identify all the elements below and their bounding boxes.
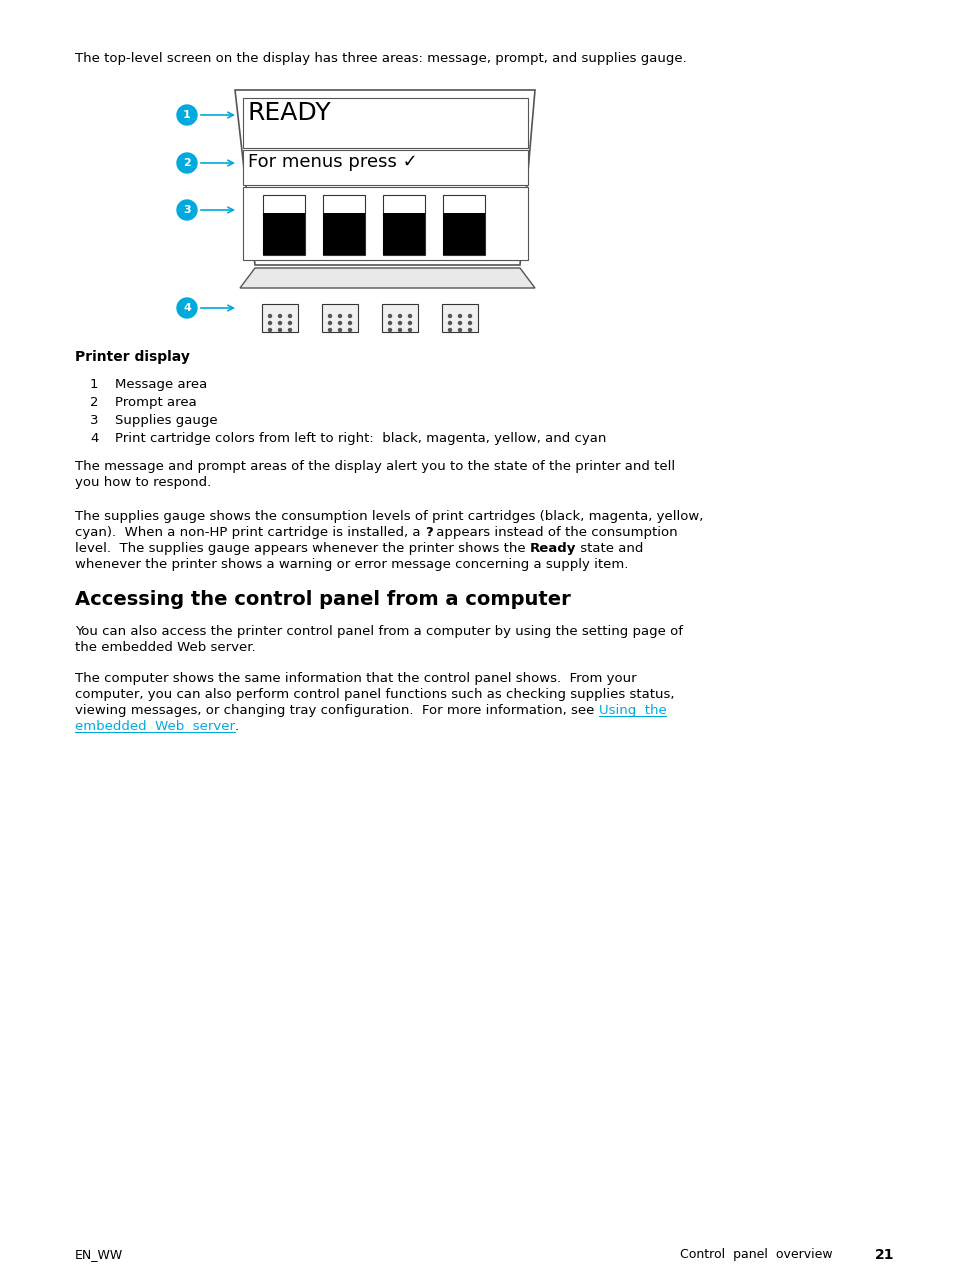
Circle shape (388, 328, 391, 332)
Circle shape (468, 322, 471, 324)
Circle shape (288, 322, 292, 324)
Text: Print cartridge colors from left to right:  black, magenta, yellow, and cyan: Print cartridge colors from left to righ… (115, 432, 606, 445)
Text: 1: 1 (183, 109, 191, 120)
Circle shape (448, 328, 451, 332)
Bar (442, 195, 484, 254)
Circle shape (458, 322, 461, 324)
Circle shape (348, 314, 351, 318)
Bar (322, 304, 357, 332)
Circle shape (458, 314, 461, 318)
Circle shape (388, 314, 391, 318)
Text: 1: 1 (90, 378, 98, 391)
Bar (441, 304, 477, 332)
Circle shape (408, 314, 411, 318)
Bar (262, 304, 297, 332)
Text: cyan).  When a non-HP print cartridge is installed, a: cyan). When a non-HP print cartridge is … (75, 527, 424, 539)
Circle shape (268, 314, 272, 318)
Text: Prompt area: Prompt area (115, 396, 196, 410)
Circle shape (278, 328, 281, 332)
Text: appears instead of the consumption: appears instead of the consumption (432, 527, 678, 539)
Text: ?: ? (424, 527, 432, 539)
Bar (382, 195, 424, 254)
Circle shape (288, 328, 292, 332)
Circle shape (448, 322, 451, 324)
Text: 3: 3 (90, 413, 98, 427)
Text: Control  panel  overview: Control panel overview (679, 1248, 832, 1261)
Circle shape (398, 328, 401, 332)
Text: viewing messages, or changing tray configuration.  For more information, see: viewing messages, or changing tray confi… (75, 703, 598, 717)
Circle shape (448, 314, 451, 318)
Text: embedded  Web  server: embedded Web server (75, 720, 234, 733)
Circle shape (408, 328, 411, 332)
Text: 4: 4 (90, 432, 98, 445)
Text: state and: state and (576, 542, 643, 555)
Text: level.  The supplies gauge appears whenever the printer shows the: level. The supplies gauge appears whenev… (75, 542, 529, 555)
Text: The message and prompt areas of the display alert you to the state of the printe: The message and prompt areas of the disp… (75, 460, 675, 473)
Circle shape (398, 314, 401, 318)
Text: You can also access the printer control panel from a computer by using the setti: You can also access the printer control … (75, 625, 682, 639)
Polygon shape (243, 98, 527, 148)
Text: whenever the printer shows a warning or error message concerning a supply item.: whenever the printer shows a warning or … (75, 558, 628, 571)
Text: you how to respond.: you how to respond. (75, 476, 211, 488)
Circle shape (177, 200, 196, 220)
Bar (323, 212, 365, 254)
Text: Using  the: Using the (598, 703, 666, 717)
Text: .: . (234, 720, 239, 733)
Text: The top-level screen on the display has three areas: message, prompt, and suppli: The top-level screen on the display has … (75, 52, 686, 65)
Text: 2: 2 (90, 396, 98, 410)
Circle shape (398, 322, 401, 324)
Circle shape (408, 322, 411, 324)
Circle shape (468, 328, 471, 332)
Circle shape (458, 328, 461, 332)
Text: Accessing the control panel from a computer: Accessing the control panel from a compu… (75, 590, 570, 609)
Text: Printer display: Printer display (75, 350, 190, 364)
Text: 2: 2 (183, 158, 191, 168)
Circle shape (338, 322, 341, 324)
Text: 21: 21 (874, 1248, 894, 1262)
Circle shape (348, 328, 351, 332)
Bar (381, 304, 417, 332)
Text: Supplies gauge: Supplies gauge (115, 413, 217, 427)
Text: 4: 4 (183, 303, 191, 313)
Bar (323, 195, 365, 254)
Polygon shape (240, 268, 535, 287)
Polygon shape (243, 150, 527, 184)
Text: EN_WW: EN_WW (75, 1248, 123, 1261)
Circle shape (177, 153, 196, 173)
Circle shape (177, 298, 196, 318)
Bar (382, 212, 424, 254)
Text: The computer shows the same information that the control panel shows.  From your: The computer shows the same information … (75, 672, 636, 686)
Circle shape (338, 314, 341, 318)
Text: 3: 3 (183, 205, 191, 215)
Text: Message area: Message area (115, 378, 207, 391)
Circle shape (278, 322, 281, 324)
Circle shape (348, 322, 351, 324)
Circle shape (328, 328, 331, 332)
Bar (263, 195, 305, 254)
Circle shape (288, 314, 292, 318)
Circle shape (338, 328, 341, 332)
Circle shape (388, 322, 391, 324)
Text: For menus press ✓: For menus press ✓ (248, 153, 417, 170)
Polygon shape (243, 187, 527, 259)
Text: READY: READY (248, 100, 332, 125)
Circle shape (328, 314, 331, 318)
Circle shape (268, 328, 272, 332)
Circle shape (468, 314, 471, 318)
Circle shape (328, 322, 331, 324)
Bar (263, 212, 305, 254)
Text: Ready: Ready (529, 542, 576, 555)
Circle shape (268, 322, 272, 324)
Bar (442, 212, 484, 254)
Text: computer, you can also perform control panel functions such as checking supplies: computer, you can also perform control p… (75, 688, 674, 701)
Text: The supplies gauge shows the consumption levels of print cartridges (black, mage: The supplies gauge shows the consumption… (75, 510, 702, 523)
Circle shape (177, 106, 196, 125)
Circle shape (278, 314, 281, 318)
Text: the embedded Web server.: the embedded Web server. (75, 641, 255, 654)
